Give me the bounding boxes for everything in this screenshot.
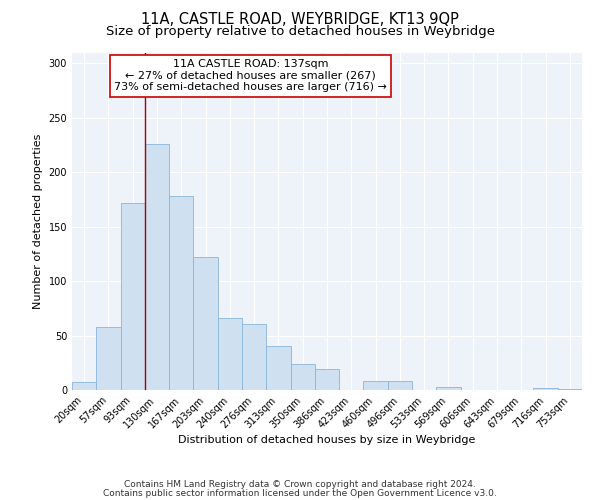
Bar [193, 257, 218, 390]
Text: 11A, CASTLE ROAD, WEYBRIDGE, KT13 9QP: 11A, CASTLE ROAD, WEYBRIDGE, KT13 9QP [141, 12, 459, 28]
Bar [364, 382, 388, 390]
Bar [218, 318, 242, 390]
Bar [96, 327, 121, 390]
Bar [145, 144, 169, 390]
Bar [558, 389, 582, 390]
Bar [533, 388, 558, 390]
Bar [242, 324, 266, 390]
Bar [169, 196, 193, 390]
Bar [315, 370, 339, 390]
Text: Contains public sector information licensed under the Open Government Licence v3: Contains public sector information licen… [103, 489, 497, 498]
Bar [266, 346, 290, 390]
Bar [121, 202, 145, 390]
Bar [290, 364, 315, 390]
Bar [388, 382, 412, 390]
Bar [436, 386, 461, 390]
Y-axis label: Number of detached properties: Number of detached properties [33, 134, 43, 309]
Text: Contains HM Land Registry data © Crown copyright and database right 2024.: Contains HM Land Registry data © Crown c… [124, 480, 476, 489]
X-axis label: Distribution of detached houses by size in Weybridge: Distribution of detached houses by size … [178, 436, 476, 446]
Text: Size of property relative to detached houses in Weybridge: Size of property relative to detached ho… [106, 25, 494, 38]
Text: 11A CASTLE ROAD: 137sqm
← 27% of detached houses are smaller (267)
73% of semi-d: 11A CASTLE ROAD: 137sqm ← 27% of detache… [114, 59, 387, 92]
Bar [72, 382, 96, 390]
